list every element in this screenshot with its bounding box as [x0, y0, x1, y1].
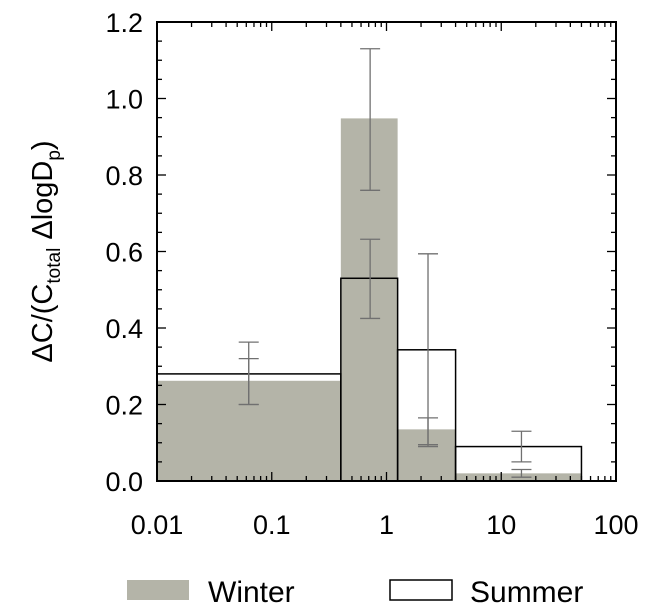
error-bar [511, 468, 532, 478]
legend-summer-swatch [389, 579, 453, 601]
winter-bar [340, 118, 398, 481]
plot-frame [156, 21, 617, 482]
y-tick-label: 1.2 [105, 8, 143, 38]
y-axis-title: ΔC/(Ctotal ΔlogDp) [27, 140, 65, 362]
x-tick-label: 100 [593, 510, 638, 540]
legend: Winter Summer [127, 576, 583, 609]
error-bar [238, 341, 259, 406]
error-bars [238, 48, 532, 478]
legend-summer-label: Summer [470, 576, 583, 609]
y-tick-label: 0.2 [105, 391, 143, 421]
y-tick-label: 1.0 [105, 85, 143, 115]
x-tick-label: 1 [379, 510, 394, 540]
winter-bars [157, 118, 582, 481]
y-tick-label: 0.4 [105, 314, 143, 344]
x-tick-label: 0.01 [131, 510, 184, 540]
y-tick-label: 0.8 [105, 161, 143, 191]
error-bar [360, 238, 381, 320]
error-bar [360, 48, 381, 191]
y-tick-label: 0.0 [105, 467, 143, 497]
legend-winter-label: Winter [208, 576, 295, 609]
y-tick-label: 0.6 [105, 238, 143, 268]
winter-bar [397, 429, 456, 481]
tick-labels: 0.01 0.1 1 10 100 0.0 0.2 0.4 0.6 0.8 1.0 1.2 [105, 8, 638, 540]
x-tick-label: 10 [486, 510, 516, 540]
legend-winter-swatch [127, 580, 189, 600]
x-tick-label: 0.1 [253, 510, 291, 540]
error-bar [511, 430, 532, 463]
error-bar [418, 253, 439, 446]
